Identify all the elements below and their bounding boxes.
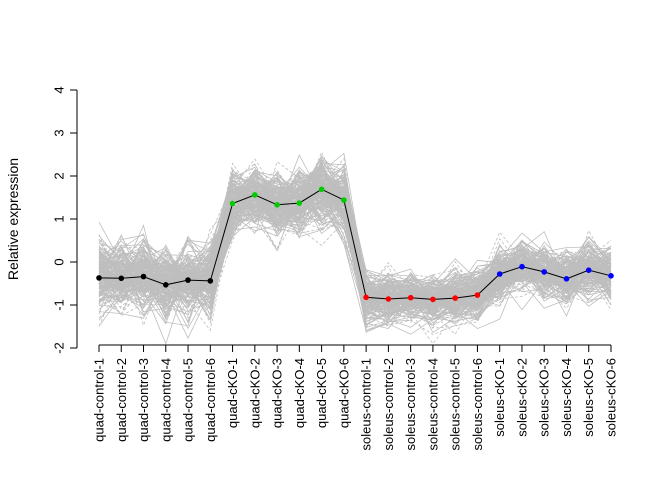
data-point-quad-cKO-4 xyxy=(296,200,303,206)
x-tick-label: quad-control-3 xyxy=(136,358,151,442)
x-tick-label: quad-cKO-6 xyxy=(336,358,351,428)
data-point-soleus-control-2 xyxy=(385,296,392,302)
y-tick-label: 0 xyxy=(52,258,67,265)
x-tick-label: soleus-control-5 xyxy=(448,358,463,451)
background-profile-line xyxy=(98,188,612,320)
y-tick-label: 1 xyxy=(52,215,67,222)
x-tick-label: quad-cKO-2 xyxy=(247,358,262,428)
x-tick-label: quad-cKO-5 xyxy=(314,358,329,428)
data-point-soleus-control-3 xyxy=(407,294,414,301)
x-tick-label: soleus-cKO-6 xyxy=(604,358,619,437)
background-profile-line xyxy=(98,179,612,315)
data-point-quad-cKO-3 xyxy=(274,202,280,208)
mean-profile xyxy=(98,188,612,300)
y-tick-label: -2 xyxy=(52,342,67,354)
background-profile-line xyxy=(98,167,612,318)
data-point-quad-cKO-5 xyxy=(318,186,325,193)
background-profile-line xyxy=(98,174,612,315)
mean-profile-line xyxy=(98,188,612,300)
y-tick-label: 2 xyxy=(52,172,67,179)
x-tick-label: soleus-control-3 xyxy=(403,358,418,451)
background-profile-line xyxy=(98,180,612,327)
background-profile-line xyxy=(98,169,612,313)
data-point-quad-control-3 xyxy=(140,273,147,280)
x-tick-label: quad-cKO-3 xyxy=(270,358,285,428)
y-axis: -2 -1 0 1 2 3 4 xyxy=(52,86,78,354)
data-point-soleus-cKO-2 xyxy=(519,263,525,270)
x-tick-label: quad-control-4 xyxy=(158,358,173,442)
data-point-soleus-cKO-4 xyxy=(563,276,570,282)
data-point-soleus-control-6 xyxy=(474,292,481,298)
y-tick-label: 3 xyxy=(52,129,67,136)
data-point-quad-cKO-1 xyxy=(229,200,236,207)
mean-profile-points xyxy=(96,186,614,303)
background-profile-line xyxy=(98,179,612,309)
x-tick-label: soleus-cKO-5 xyxy=(581,358,596,437)
x-tick-label: quad-control-1 xyxy=(92,358,107,442)
background-profile-line xyxy=(98,199,612,329)
background-profile-line xyxy=(98,182,612,323)
x-tick-label: soleus-control-4 xyxy=(425,358,440,451)
data-point-soleus-control-1 xyxy=(363,294,369,301)
data-point-quad-cKO-2 xyxy=(252,192,258,198)
y-tick-label: 4 xyxy=(52,86,67,93)
data-point-quad-control-5 xyxy=(185,277,191,283)
background-profile-line xyxy=(98,165,612,313)
x-tick-label: soleus-control-6 xyxy=(470,358,485,451)
data-point-quad-cKO-6 xyxy=(341,197,347,203)
data-point-quad-control-4 xyxy=(163,282,169,288)
x-tick-label: soleus-cKO-1 xyxy=(492,358,507,437)
x-tick-label: quad-control-6 xyxy=(203,358,218,442)
data-point-quad-control-2 xyxy=(118,275,125,282)
x-axis: quad-control-1 quad-control-2 quad-control… xyxy=(92,344,619,451)
background-profile-lines xyxy=(98,151,612,345)
data-point-soleus-cKO-5 xyxy=(585,267,592,274)
x-tick-label: soleus-control-1 xyxy=(359,358,374,451)
x-tick-label: quad-cKO-1 xyxy=(225,358,240,428)
x-tick-label: soleus-control-2 xyxy=(381,358,396,451)
x-tick-label: soleus-cKO-3 xyxy=(537,358,552,437)
data-point-quad-control-1 xyxy=(96,275,102,281)
background-profile-line xyxy=(98,177,612,310)
x-tick-label: quad-cKO-4 xyxy=(292,358,307,428)
data-point-soleus-control-5 xyxy=(452,295,459,301)
data-point-soleus-control-4 xyxy=(430,296,436,303)
x-tick-label: quad-control-5 xyxy=(181,358,196,442)
x-tick-label: soleus-cKO-4 xyxy=(559,358,574,437)
data-point-quad-control-6 xyxy=(207,278,214,284)
background-profile-line xyxy=(98,168,612,302)
y-axis-label: Relative expression xyxy=(5,158,21,280)
data-point-soleus-cKO-1 xyxy=(496,271,503,277)
x-tick-label: quad-control-2 xyxy=(114,358,129,442)
data-point-soleus-cKO-3 xyxy=(541,269,547,275)
x-tick-label: soleus-cKO-2 xyxy=(515,358,530,437)
y-tick-label: -1 xyxy=(52,299,67,311)
data-point-soleus-cKO-6 xyxy=(608,273,614,279)
